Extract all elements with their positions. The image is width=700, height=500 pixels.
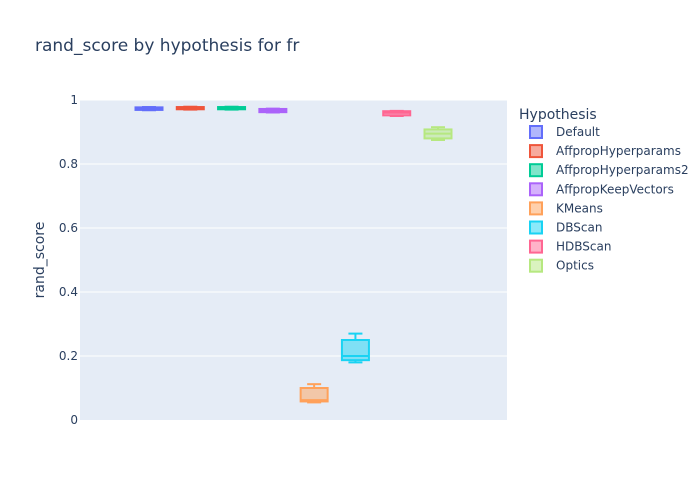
legend[interactable]: Default AffpropHyperparams AffpropHyperpar… [529,125,689,273]
legend-label: HDBScan [556,240,611,254]
box-body [340,339,370,362]
legend-swatch [529,239,543,254]
legend-item-affprophyperparams2[interactable]: AffpropHyperparams2 [529,163,689,178]
box-kmeans[interactable] [299,383,329,404]
legend-item-optics[interactable]: Optics [529,258,594,273]
legend-label: Optics [556,259,594,273]
chart-title: rand_score by hypothesis for fr [35,36,299,56]
legend-label: AffpropKeepVectors [556,182,674,196]
legend-swatch [529,163,543,178]
legend-item-affprophyperparams[interactable]: AffpropHyperparams [529,144,681,159]
box-affpropkeepvectors[interactable] [258,107,288,114]
legend-label: AffpropHyperparams [556,144,681,158]
y-tick-label: 0.2 [59,349,78,363]
legend-swatch [529,220,543,235]
legend-item-kmeans[interactable]: KMeans [529,201,603,216]
y-tick-label: 0.8 [59,157,78,171]
legend-title: Hypothesis [519,107,597,123]
box-dbscan[interactable] [340,332,370,364]
legend-swatch [529,201,543,216]
legend-item-default[interactable]: Default [529,125,600,139]
legend-swatch [529,125,543,139]
y-tick-label: 0.4 [59,285,78,299]
box-body [299,387,329,403]
y-axis-ticks: 0 0.2 0.4 0.6 0.8 1 [59,93,78,427]
box-affprophyperparams2[interactable] [217,105,247,111]
legend-label: AffpropHyperparams2 [556,163,689,177]
legend-item-hdbscan[interactable]: HDBScan [529,239,611,254]
y-axis-title: rand_score [32,222,48,299]
legend-item-dbscan[interactable]: DBScan [529,220,602,235]
box-series [134,105,453,404]
legend-label: Default [556,125,600,139]
y-tick-label: 1 [70,93,78,107]
legend-swatch [529,258,543,273]
legend-swatch [529,182,543,197]
y-tick-label: 0 [70,413,78,427]
y-tick-label: 0.6 [59,221,78,235]
box-default[interactable] [134,106,164,112]
box-hdbscan[interactable] [382,109,412,117]
gridlines [80,99,507,357]
legend-label: KMeans [556,201,603,215]
plot-area [80,100,507,420]
legend-item-affpropkeepvectors[interactable]: AffpropKeepVectors [529,182,674,197]
legend-label: DBScan [556,221,602,235]
box-affprophyperparams[interactable] [175,105,205,111]
box-optics[interactable] [423,126,453,141]
legend-swatch [529,144,543,159]
